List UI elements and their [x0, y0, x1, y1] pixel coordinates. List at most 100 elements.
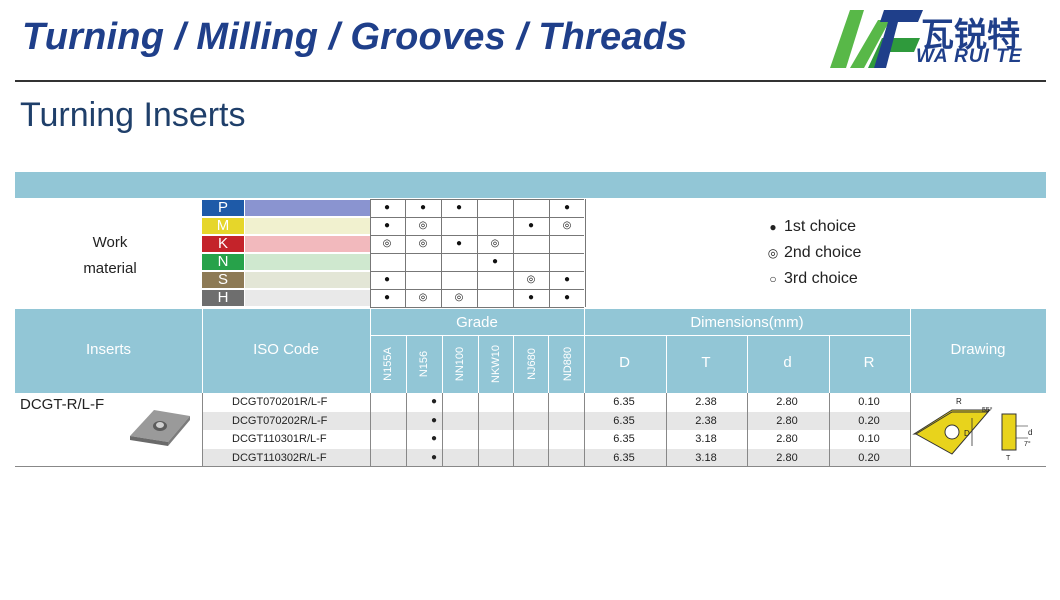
grade-header-n156: N156 [418, 350, 430, 378]
dimension-cell-D: 6.35 [613, 451, 635, 464]
material-grade-cell: ◎ [418, 292, 428, 303]
material-grade-cell [477, 217, 513, 235]
drawing-label-R: R [956, 397, 962, 406]
dimension-cell-D: 6.35 [613, 433, 635, 445]
grid-hline [370, 307, 584, 308]
body-vline [406, 393, 407, 467]
dimension-cell-R: 0.10 [858, 433, 880, 445]
material-grade-cell: ◎ [490, 238, 500, 249]
dimension-cell-R: 0.20 [858, 451, 880, 464]
material-grade-cell [405, 271, 441, 289]
material-grade-cell: ● [491, 256, 499, 267]
header-vline [406, 335, 407, 393]
material-color-bar [245, 290, 370, 306]
legend-item: ● 1st choice [766, 218, 856, 236]
material-grade-cell: ● [563, 292, 571, 303]
insert-series-label: DCGT-R/L-F [20, 396, 105, 413]
material-letter-m: M [202, 218, 244, 234]
material-grade-cell: ● [383, 274, 391, 285]
logo-mark-icon [830, 10, 923, 68]
header-vline [370, 309, 371, 393]
material-grade-cell: ● [527, 220, 535, 231]
material-grade-cell: ● [383, 202, 391, 213]
header-drawing: Drawing [950, 341, 1006, 358]
header-vline [584, 309, 585, 393]
dimension-cell-T: 2.38 [695, 396, 717, 408]
drawing-label-d: d [1028, 428, 1032, 437]
material-grade-cell [477, 199, 513, 217]
grid-hline [370, 253, 584, 254]
material-color-bar [245, 272, 370, 288]
dimension-cell-T: 3.18 [695, 451, 717, 464]
material-grade-cell: ● [527, 292, 535, 303]
work-material-label-line1: Work [92, 234, 128, 251]
body-vline [370, 393, 371, 467]
drawing-label-D: D [964, 429, 970, 438]
logo-chinese-text: 瓦锐特 [921, 16, 1020, 53]
table-top-band [15, 172, 1046, 198]
material-grade-cell: ◎ [526, 274, 536, 285]
grid-hline [370, 199, 584, 200]
material-color-bar [245, 218, 370, 234]
grid-hline [370, 217, 584, 218]
iso-code-cell: DCGT070202R/L-F [232, 414, 328, 427]
material-grade-cell: ◎ [418, 238, 428, 249]
grade-header-n155a: N155A [382, 347, 394, 381]
legend-item: ○ 3rd choice [766, 270, 857, 288]
body-vline [829, 393, 830, 467]
material-grade-cell [513, 253, 549, 271]
header-vline [202, 309, 203, 393]
legend-item: ◎ 2nd choice [766, 244, 862, 262]
material-grade-cell [441, 217, 477, 235]
grid-hline [370, 271, 584, 272]
material-letter-h: H [202, 290, 244, 306]
brand-logo: 瓦锐特 WA RUI TE [828, 8, 1033, 70]
material-grade-cell: ◎ [562, 220, 572, 231]
header-vline [513, 335, 514, 393]
header-vline [548, 335, 549, 393]
insert-photo-icon [130, 410, 190, 446]
dimension-cell-T: 3.18 [695, 433, 717, 445]
body-vline [910, 393, 911, 467]
material-grade-cell: ● [563, 202, 571, 213]
material-grade-cell: ◎ [454, 292, 464, 303]
body-vline [548, 393, 549, 467]
header-vline [910, 309, 911, 393]
material-grade-cell [477, 289, 513, 307]
body-vline [666, 393, 667, 467]
material-grade-cell: ● [455, 238, 463, 249]
grade-header-nd880: ND880 [562, 346, 574, 382]
grade-mark-cell: ● [430, 451, 438, 463]
material-color-bar [245, 236, 370, 252]
dimension-cell-d: 2.80 [776, 396, 798, 408]
grade-header-nkw10: NKW10 [490, 345, 502, 383]
legend-label: 2nd choice [784, 244, 862, 261]
dimension-header-d: d [783, 354, 792, 371]
material-grade-cell: ◎ [382, 238, 392, 249]
drawing-label-T: T [1006, 455, 1011, 462]
iso-code-cell: DCGT070201R/L-F [232, 396, 328, 408]
body-vline [584, 393, 585, 467]
material-letter-p: P [202, 200, 244, 216]
header-vline [747, 335, 748, 393]
header-hline [370, 335, 910, 336]
material-letter-n: N [202, 254, 244, 270]
grid-hline [370, 289, 584, 290]
page-title: Turning Inserts [20, 96, 246, 134]
grid-vline [585, 199, 586, 307]
material-grade-cell: ● [563, 274, 571, 285]
header-vline [666, 335, 667, 393]
table-row: DCGT070201R/L-F ● 6.35 2.38 2.80 0.10 [202, 393, 910, 411]
material-grade-cell: ◎ [418, 220, 428, 231]
work-material-label: Work material [60, 230, 160, 282]
grade-mark-cell: ● [430, 396, 438, 407]
grade-mark-cell: ● [430, 414, 438, 426]
body-vline [478, 393, 479, 467]
legend-symbol: ● [769, 220, 777, 234]
material-grade-cell: ● [383, 220, 391, 231]
dimension-header-D: D [619, 354, 630, 371]
dimension-cell-D: 6.35 [613, 396, 635, 408]
iso-code-cell: DCGT110302R/L-F [232, 451, 327, 464]
dimension-cell-R: 0.20 [858, 414, 880, 427]
table-bottom-line [15, 466, 1046, 467]
